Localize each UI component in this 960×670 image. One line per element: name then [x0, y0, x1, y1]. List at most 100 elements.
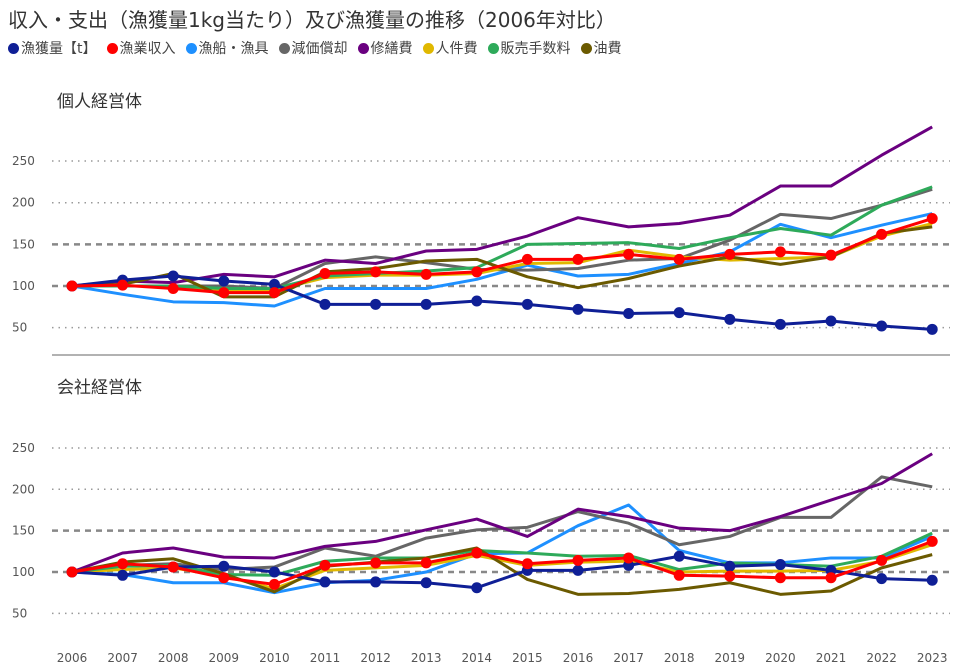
legend-marker: [422, 42, 434, 54]
legend-label: 減価償却: [291, 41, 348, 57]
data-point: [471, 295, 483, 307]
y-tick-label: 50: [12, 606, 27, 620]
data-point: [926, 574, 938, 586]
data-point: [268, 578, 280, 590]
data-point: [673, 569, 685, 581]
data-point: [218, 560, 230, 572]
data-point: [117, 279, 129, 291]
data-point: [319, 559, 331, 571]
series-line: [71, 274, 933, 331]
data-point: [66, 566, 78, 578]
data-point: [521, 558, 533, 570]
x-tick-label: 2015: [512, 651, 543, 665]
x-tick-label: 2021: [816, 651, 847, 665]
y-tick-label: 250: [12, 154, 35, 168]
series-line: [71, 503, 933, 595]
data-point: [167, 561, 179, 573]
data-point: [724, 248, 736, 260]
data-point: [420, 577, 432, 589]
legend-label: 漁業収入: [119, 41, 176, 57]
y-tick-label: 200: [12, 482, 35, 496]
y-tick-label: 100: [12, 279, 35, 293]
data-point: [218, 572, 230, 584]
data-point: [724, 570, 736, 582]
series-line: [71, 539, 933, 586]
legend-marker: [487, 42, 499, 54]
data-point: [218, 287, 230, 299]
x-tick-label: 2010: [259, 651, 290, 665]
data-point: [572, 253, 584, 265]
legend-item: 販売手数料: [487, 38, 571, 58]
data-point: [876, 554, 888, 566]
legend-item: 修繕費: [357, 38, 413, 58]
legend-label: 漁船・漁具: [198, 41, 269, 57]
x-tick-label: 2016: [563, 651, 594, 665]
data-point: [420, 268, 432, 280]
data-point: [673, 550, 685, 562]
data-point: [420, 298, 432, 310]
x-tick-label: 2008: [158, 651, 189, 665]
series-line: [71, 125, 933, 288]
data-point: [623, 248, 635, 260]
legend-label: 油費: [593, 41, 622, 57]
legend-item: 人件費: [422, 38, 478, 58]
legend-label: 販売手数料: [500, 41, 571, 57]
legend-marker: [580, 42, 592, 54]
data-point: [117, 569, 129, 581]
data-point: [876, 228, 888, 240]
x-tick-label: 2009: [209, 651, 240, 665]
legend-marker: [106, 42, 118, 54]
data-point: [926, 535, 938, 547]
panel-1: 個人経営体 50 100 150 200 250: [12, 92, 950, 335]
series-line: [71, 212, 933, 308]
data-point: [572, 303, 584, 315]
data-point: [370, 557, 382, 569]
data-point: [623, 552, 635, 564]
data-point: [167, 282, 179, 294]
data-point: [268, 287, 280, 299]
data-point: [319, 268, 331, 280]
data-point: [268, 278, 280, 290]
legend-marker: [8, 42, 19, 54]
panel-title: 会社経営体: [57, 378, 142, 398]
data-point: [521, 298, 533, 310]
legend-item: 減価償却: [278, 38, 348, 58]
data-point: [370, 576, 382, 588]
data-point: [572, 554, 584, 566]
legend-marker: [278, 42, 290, 54]
series-line: [71, 546, 933, 596]
data-point: [825, 572, 837, 584]
series-line: [71, 554, 933, 590]
data-point: [825, 249, 837, 261]
x-tick-label: 2019: [715, 651, 746, 665]
data-point: [623, 307, 635, 319]
x-tick-label: 2012: [360, 651, 391, 665]
x-tick-label: 2014: [462, 651, 493, 665]
x-tick-label: 2011: [310, 651, 341, 665]
series-line: [71, 452, 933, 574]
x-tick-label: 2018: [664, 651, 695, 665]
data-point: [471, 266, 483, 278]
x-tick-label: 2006: [57, 651, 88, 665]
legend-label: 修繕費: [370, 41, 413, 57]
legend-marker: [357, 42, 369, 54]
legend-label: 人件費: [435, 41, 478, 57]
data-point: [673, 253, 685, 265]
data-point: [572, 564, 584, 576]
data-point: [319, 576, 331, 588]
y-tick-label: 150: [12, 524, 35, 538]
data-point: [370, 298, 382, 310]
data-point: [774, 559, 786, 571]
data-point: [724, 313, 736, 325]
y-tick-label: 150: [12, 237, 35, 251]
data-point: [926, 323, 938, 335]
chart-title: 収入・支出（漁獲量1kg当たり）及び漁獲量の推移（2006年対比）: [8, 8, 616, 32]
data-point: [876, 320, 888, 332]
series-line: [72, 185, 933, 290]
data-point: [774, 318, 786, 330]
legend-item: 漁船・漁具: [185, 38, 269, 58]
y-tick-label: 100: [12, 565, 35, 579]
data-point: [66, 280, 78, 292]
